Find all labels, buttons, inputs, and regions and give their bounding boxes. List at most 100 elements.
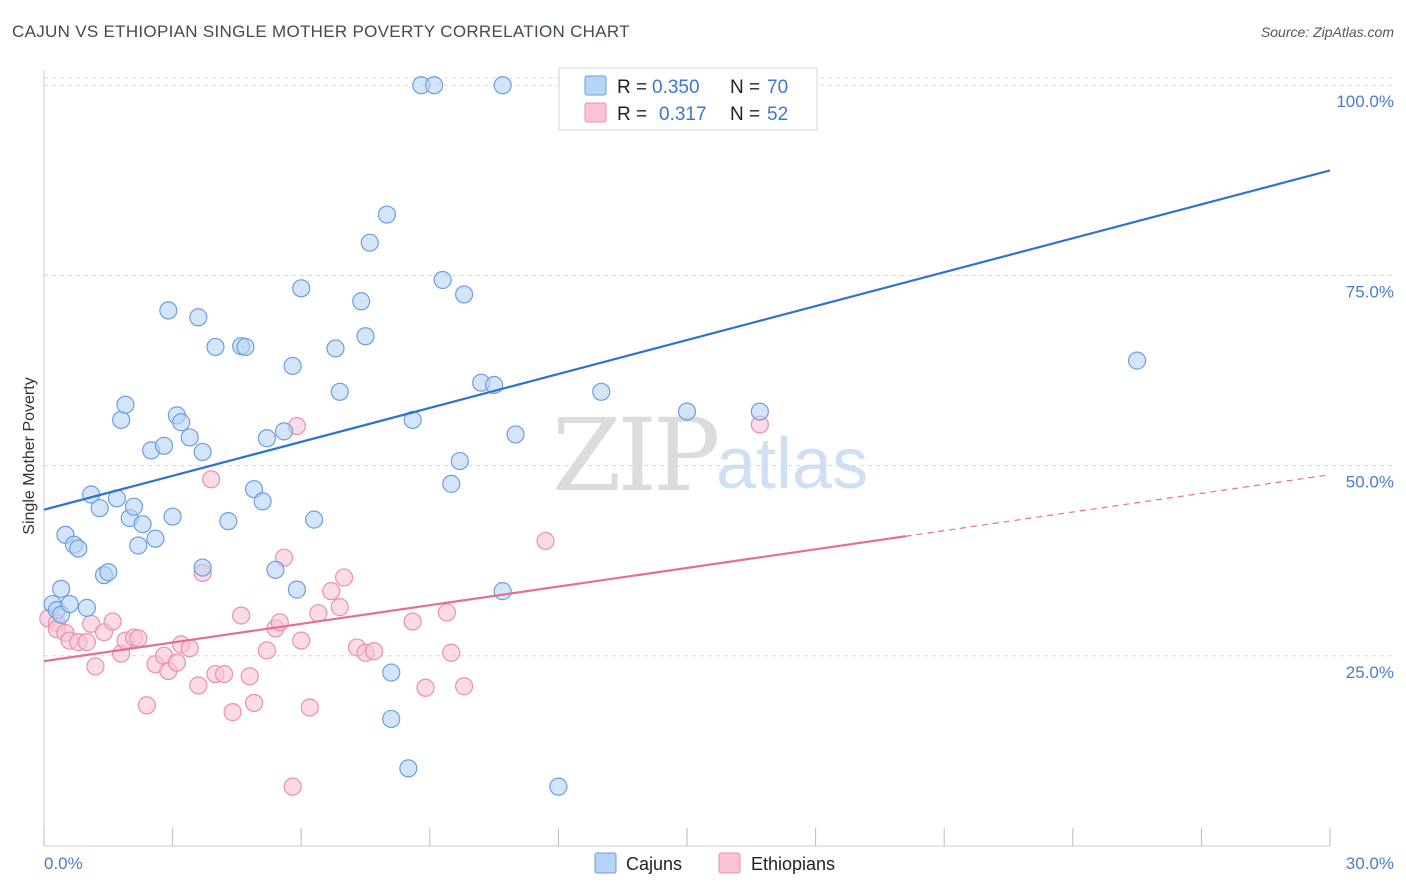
series-legend-swatch-ethiopians: [718, 852, 741, 874]
ethiopian-point-27: [223, 703, 242, 722]
cajun-point-49: [382, 663, 401, 682]
cajun-point-68: [677, 402, 697, 421]
ethiopian-point-6: [77, 633, 96, 652]
cajun-point-28: [189, 308, 208, 327]
cajun-point-46: [352, 292, 371, 311]
ethiopian-point-22: [189, 676, 208, 695]
cajun-point-52: [399, 759, 418, 778]
cajun-point-2: [52, 579, 71, 598]
legend-r-value-ethiopians: 0.317: [659, 104, 707, 125]
cajun-point-10: [90, 499, 109, 518]
cajun-point-34: [236, 337, 255, 357]
trend-lines: [43, 169, 1331, 663]
cajun-point-29: [193, 558, 212, 577]
cajun-point-12: [99, 563, 118, 582]
cajun-point-37: [257, 429, 277, 448]
grid: 25.0% 50.0% 75.0% 100.0%: [44, 77, 1394, 682]
cajun-point-18: [129, 536, 148, 555]
ethiopian-point-24: [202, 470, 221, 489]
legend-n-value-cajuns: 70: [767, 77, 788, 98]
y-tick-label-3: 100.0%: [1336, 92, 1394, 111]
ethiopian-point-49: [442, 643, 461, 662]
cajun-point-22: [154, 436, 174, 455]
cajun-point-31: [206, 337, 225, 357]
cajun-point-19: [133, 515, 152, 534]
cajun-point-50: [377, 205, 397, 224]
y-tick-label-1: 50.0%: [1346, 473, 1394, 492]
cajun-point-5: [60, 594, 79, 614]
ethiopian-point-47: [416, 678, 435, 697]
legend-r-label-ethiopians: R =: [617, 104, 647, 125]
cajun-point-57: [442, 474, 461, 493]
cajun-point-69: [750, 402, 769, 421]
cajun-point-24: [163, 507, 182, 526]
ethiopian-point-45: [364, 642, 384, 661]
cajun-point-32: [219, 512, 238, 531]
cajun-point-14: [112, 410, 131, 430]
ethiopian-point-8: [86, 657, 105, 676]
ethiopian-point-46: [403, 612, 422, 631]
cajun-point-17: [124, 497, 144, 516]
ethiopian-point-37: [292, 631, 311, 650]
cajun-point-15: [116, 395, 135, 414]
source-credit: Source: ZipAtlas.com: [1260, 24, 1394, 40]
cajun-point-47: [356, 327, 375, 346]
y-axis-title: Single Mother Poverty: [21, 377, 38, 534]
cajun-point-67: [592, 382, 611, 401]
ethiopian-point-39: [309, 604, 328, 623]
x-tick-max: 30.0%: [1346, 854, 1394, 873]
legend-n-label-cajuns: N =: [730, 77, 760, 98]
cajun-point-59: [454, 285, 474, 304]
cajun-point-63: [493, 76, 512, 95]
cajun-point-36: [253, 492, 272, 511]
ethiopian-point-19: [167, 653, 186, 672]
cajun-point-62: [493, 582, 512, 601]
correlation-legend: R = 0.350 N = 70 R = 0.317 N = 52: [558, 67, 818, 131]
legend-r-value-cajuns: 0.350: [652, 77, 700, 98]
legend-r-label-cajuns: R =: [617, 77, 647, 98]
ethiopian-point-38: [300, 698, 319, 717]
series-legend-label-cajuns: Cajuns: [626, 854, 682, 874]
trend-line-0: [43, 169, 1331, 511]
ethiopian-point-42: [334, 568, 354, 587]
trend-line-extension-1: [905, 474, 1331, 537]
cajun-point-70: [1127, 351, 1147, 370]
ethiopian-point-10: [103, 612, 122, 631]
series-legend: Cajuns Ethiopians: [594, 852, 835, 874]
cajun-point-48: [360, 233, 379, 252]
axes: [43, 70, 1331, 847]
ethiopian-point-41: [330, 598, 349, 617]
ethiopian-point-31: [257, 641, 277, 660]
y-tick-label-0: 25.0%: [1346, 663, 1394, 682]
cajun-point-42: [292, 279, 311, 298]
cajun-point-65: [549, 777, 568, 796]
cajun-point-41: [287, 580, 307, 599]
cajun-point-58: [450, 451, 469, 471]
cajun-point-56: [433, 270, 452, 290]
ethiopian-point-48: [437, 603, 457, 622]
x-tick-min: 0.0%: [44, 854, 83, 873]
ethiopian-point-29: [240, 667, 259, 686]
cajun-point-39: [274, 422, 294, 441]
legend-swatch-cajuns: [584, 75, 607, 96]
series-legend-swatch-cajuns: [594, 852, 617, 874]
cajun-point-30: [193, 442, 212, 462]
cajun-point-51: [382, 709, 401, 729]
ethiopians-points: [39, 415, 769, 796]
ethiopian-point-40: [322, 582, 341, 601]
ethiopian-point-50: [454, 677, 474, 696]
legend-n-label-ethiopians: N =: [730, 104, 760, 125]
cajun-point-38: [266, 560, 285, 579]
cajun-point-55: [424, 76, 444, 95]
ethiopian-point-35: [283, 777, 302, 796]
cajun-point-27: [180, 428, 199, 447]
cajun-point-40: [283, 356, 302, 376]
ethiopian-point-15: [137, 696, 156, 715]
cajun-point-43: [304, 510, 324, 529]
cajun-point-44: [326, 339, 345, 358]
watermark-atlas: atlas: [716, 424, 868, 504]
cajun-point-21: [146, 529, 165, 548]
ethiopian-point-26: [214, 664, 234, 684]
trend-line-1: [43, 535, 906, 663]
